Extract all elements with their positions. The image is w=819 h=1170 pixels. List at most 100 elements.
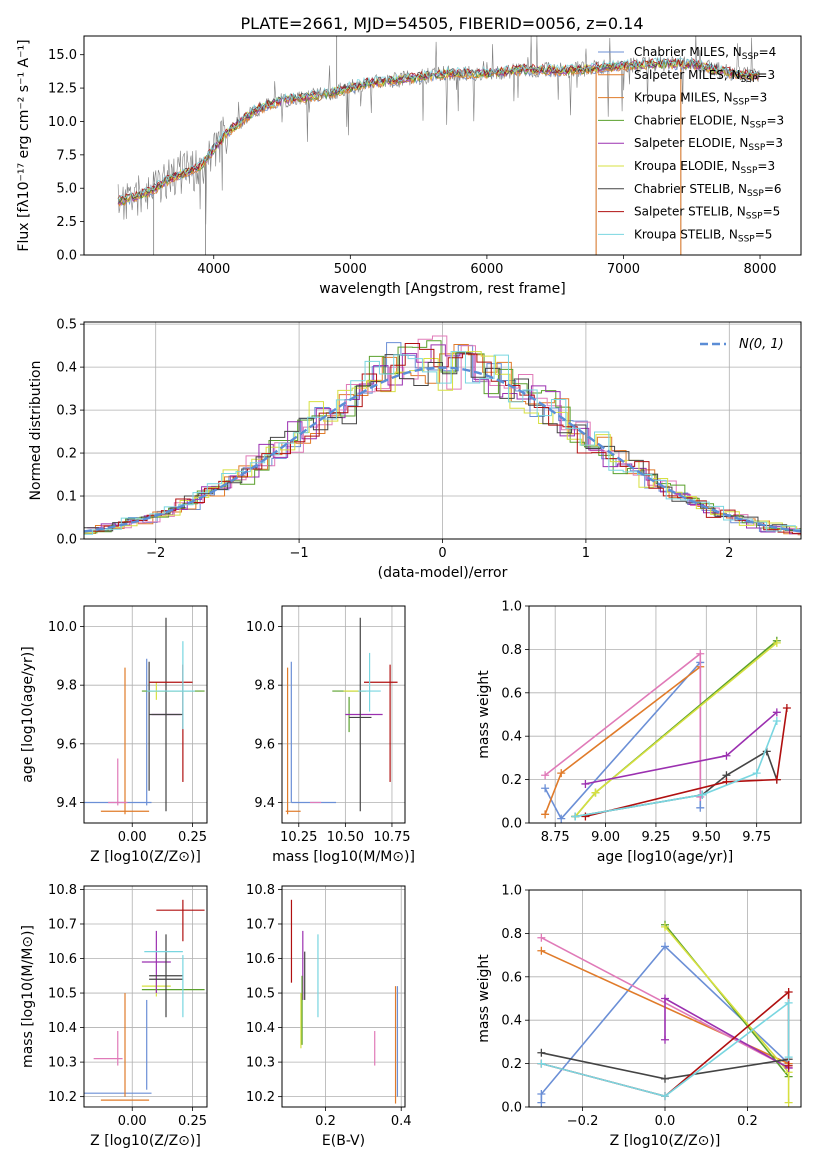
weight-line-0 xyxy=(544,660,702,821)
axes-frame xyxy=(83,885,208,1108)
weight-marker xyxy=(661,922,669,931)
x-tick-label: 1 xyxy=(582,546,590,561)
weight-marker xyxy=(698,790,707,799)
y-axis-label: Normed distribution xyxy=(28,361,44,501)
weight-marker xyxy=(557,814,566,823)
legend-entry: Salpeter MILES, NSSP=3 xyxy=(634,68,775,85)
plot-area-weight_vs_age xyxy=(541,636,791,823)
panel-weight_vs_Z: −0.2 0.0 0.2 0.0 0.2 0.4 0.6 0.8 1.0 Z [log10(Z/Z… xyxy=(476,884,802,1149)
weight-line-8 xyxy=(541,1001,790,1098)
y-tick-label: 0.2 xyxy=(501,773,522,788)
panel-spectrum: 4000 5000 6000 7000 8000 0.0 2.5 5.0 7.5 10.0 12.5… xyxy=(16,35,802,297)
axes-frame xyxy=(528,889,802,1108)
x-tick-label: 0.00 xyxy=(118,1114,147,1129)
y-tick-label: 0.0 xyxy=(501,1101,522,1116)
x-tick-label: 0.25 xyxy=(178,1114,207,1129)
x-tick-label: 0.2 xyxy=(737,1114,758,1129)
x-tick-label: 0.00 xyxy=(118,830,147,845)
figure-title: PLATE=2661, MJD=54505, FIBERID=0056, z=0… xyxy=(240,14,643,33)
legend-entry: N(0, 1) xyxy=(739,337,784,352)
x-tick-label: 0 xyxy=(438,546,446,561)
y-tick-label: 0.8 xyxy=(501,927,522,942)
weight-marker xyxy=(537,1089,546,1098)
plot-area-weight_vs_Z xyxy=(537,920,793,1107)
plot-area-age_vs_Z xyxy=(84,617,205,815)
weight-marker xyxy=(537,1098,546,1107)
x-tick-label: −2 xyxy=(146,546,165,561)
x-tick-label: 9.75 xyxy=(742,830,771,845)
weight-marker xyxy=(784,1061,793,1070)
gaussian-curve xyxy=(84,366,801,533)
weight-marker xyxy=(661,994,669,1003)
y-tick-label: 10.6 xyxy=(48,952,77,967)
y-tick-label: 9.6 xyxy=(56,737,77,752)
y-tick-label: 0.4 xyxy=(501,1014,522,1029)
weight-line-0 xyxy=(540,945,790,1103)
y-tick-label: 0.5 xyxy=(56,318,77,333)
panel-residuals: −2 −1 0 1 2 0.0 0.1 0.2 0.3 0.4 0.5 (data-model)/er… xyxy=(28,318,802,581)
y-tick-label: 10.7 xyxy=(48,917,77,932)
axes-frame xyxy=(528,605,802,824)
y-tick-label: 10.3 xyxy=(48,1056,77,1071)
x-tick-label: 6000 xyxy=(470,262,503,277)
x-tick-label: 9.25 xyxy=(641,830,670,845)
plot-area-mass_vs_ebv xyxy=(290,899,399,1104)
spectrum-legend: Chabrier MILES, NSSP=4 Salpeter MILES, NS… xyxy=(598,45,784,244)
weight-marker xyxy=(661,942,669,951)
y-tick-label: 0.3 xyxy=(56,404,77,419)
legend-entry: Kroupa ELODIE, NSSP=3 xyxy=(634,159,775,176)
x-tick-label: 7000 xyxy=(607,262,640,277)
y-tick-label: 0.4 xyxy=(501,730,522,745)
weight-marker xyxy=(784,1053,793,1062)
y-tick-label: 1.0 xyxy=(501,600,522,615)
y-tick-label: 10.2 xyxy=(48,1090,77,1105)
y-tick-label: 10.4 xyxy=(48,1021,77,1036)
y-tick-label: 10.2 xyxy=(246,1090,275,1105)
y-tick-label: 10.5 xyxy=(246,987,275,1002)
y-tick-label: 10.3 xyxy=(246,1056,275,1071)
y-tick-label: 1.0 xyxy=(501,884,522,899)
plot-area-age_vs_mass xyxy=(285,617,398,815)
y-tick-label: 10.0 xyxy=(48,115,77,130)
x-axis-label: age [log10(age/yr)] xyxy=(597,849,733,865)
y-tick-label: 5.0 xyxy=(56,182,77,197)
weight-marker xyxy=(782,703,791,712)
weight-marker xyxy=(571,812,580,821)
x-tick-label: 5000 xyxy=(334,262,367,277)
y-tick-label: 0.1 xyxy=(56,490,77,505)
panel-weight_vs_age: 8.75 9.00 9.25 9.50 9.75 0.0 0.2 0.4 0.6 0.8 1.0 ag… xyxy=(476,600,802,865)
x-axis-label: E(B-V) xyxy=(322,1133,365,1149)
y-tick-label: 0.0 xyxy=(56,533,77,548)
y-axis-label: mass [log10(M/M⊙)] xyxy=(20,925,36,1068)
y-tick-label: 0.0 xyxy=(501,817,522,832)
plot-area-residuals xyxy=(84,335,801,536)
x-tick-label: 2 xyxy=(725,546,733,561)
x-axis-label: wavelength [Angstrom, rest frame] xyxy=(319,281,565,297)
x-axis-label: Z [log10(Z/Z⊙)] xyxy=(610,1133,721,1149)
weight-marker xyxy=(784,987,793,996)
y-tick-label: 10.0 xyxy=(246,620,275,635)
x-axis-label: (data-model)/error xyxy=(378,565,508,581)
panels: 4000 5000 6000 7000 80000.02.55.07.510.012.5… xyxy=(16,35,802,1149)
panel-mass_vs_ebv: 0.2 0.4 10.2 10.3 10.4 10.5 10.6 10.7 10.8 E(B-V) xyxy=(246,883,412,1149)
legend-entry: Chabrier ELODIE, NSSP=3 xyxy=(634,113,784,130)
weight-marker xyxy=(772,638,781,647)
plot-area-mass_vs_Z xyxy=(84,899,205,1101)
weight-marker xyxy=(661,1074,669,1083)
x-tick-label: 4000 xyxy=(197,262,230,277)
weight-marker xyxy=(541,784,550,793)
legend-entry: Chabrier STELIB, NSSP=6 xyxy=(634,182,782,199)
axes-frame xyxy=(83,605,208,824)
weight-marker xyxy=(591,788,600,797)
y-tick-label: 0.6 xyxy=(501,686,522,701)
x-tick-label: −1 xyxy=(290,546,309,561)
x-tick-label: 10.25 xyxy=(280,830,317,845)
y-tick-label: 0.4 xyxy=(56,361,77,376)
y-tick-label: 0.8 xyxy=(501,643,522,658)
axes-frame xyxy=(83,321,802,540)
histogram-5 xyxy=(84,351,801,534)
y-tick-label: 10.5 xyxy=(48,987,77,1002)
axes-frame xyxy=(281,885,406,1108)
y-axis-label: Flux [fλ10⁻¹⁷ erg cm⁻² s⁻¹ A⁻¹] xyxy=(16,39,32,251)
